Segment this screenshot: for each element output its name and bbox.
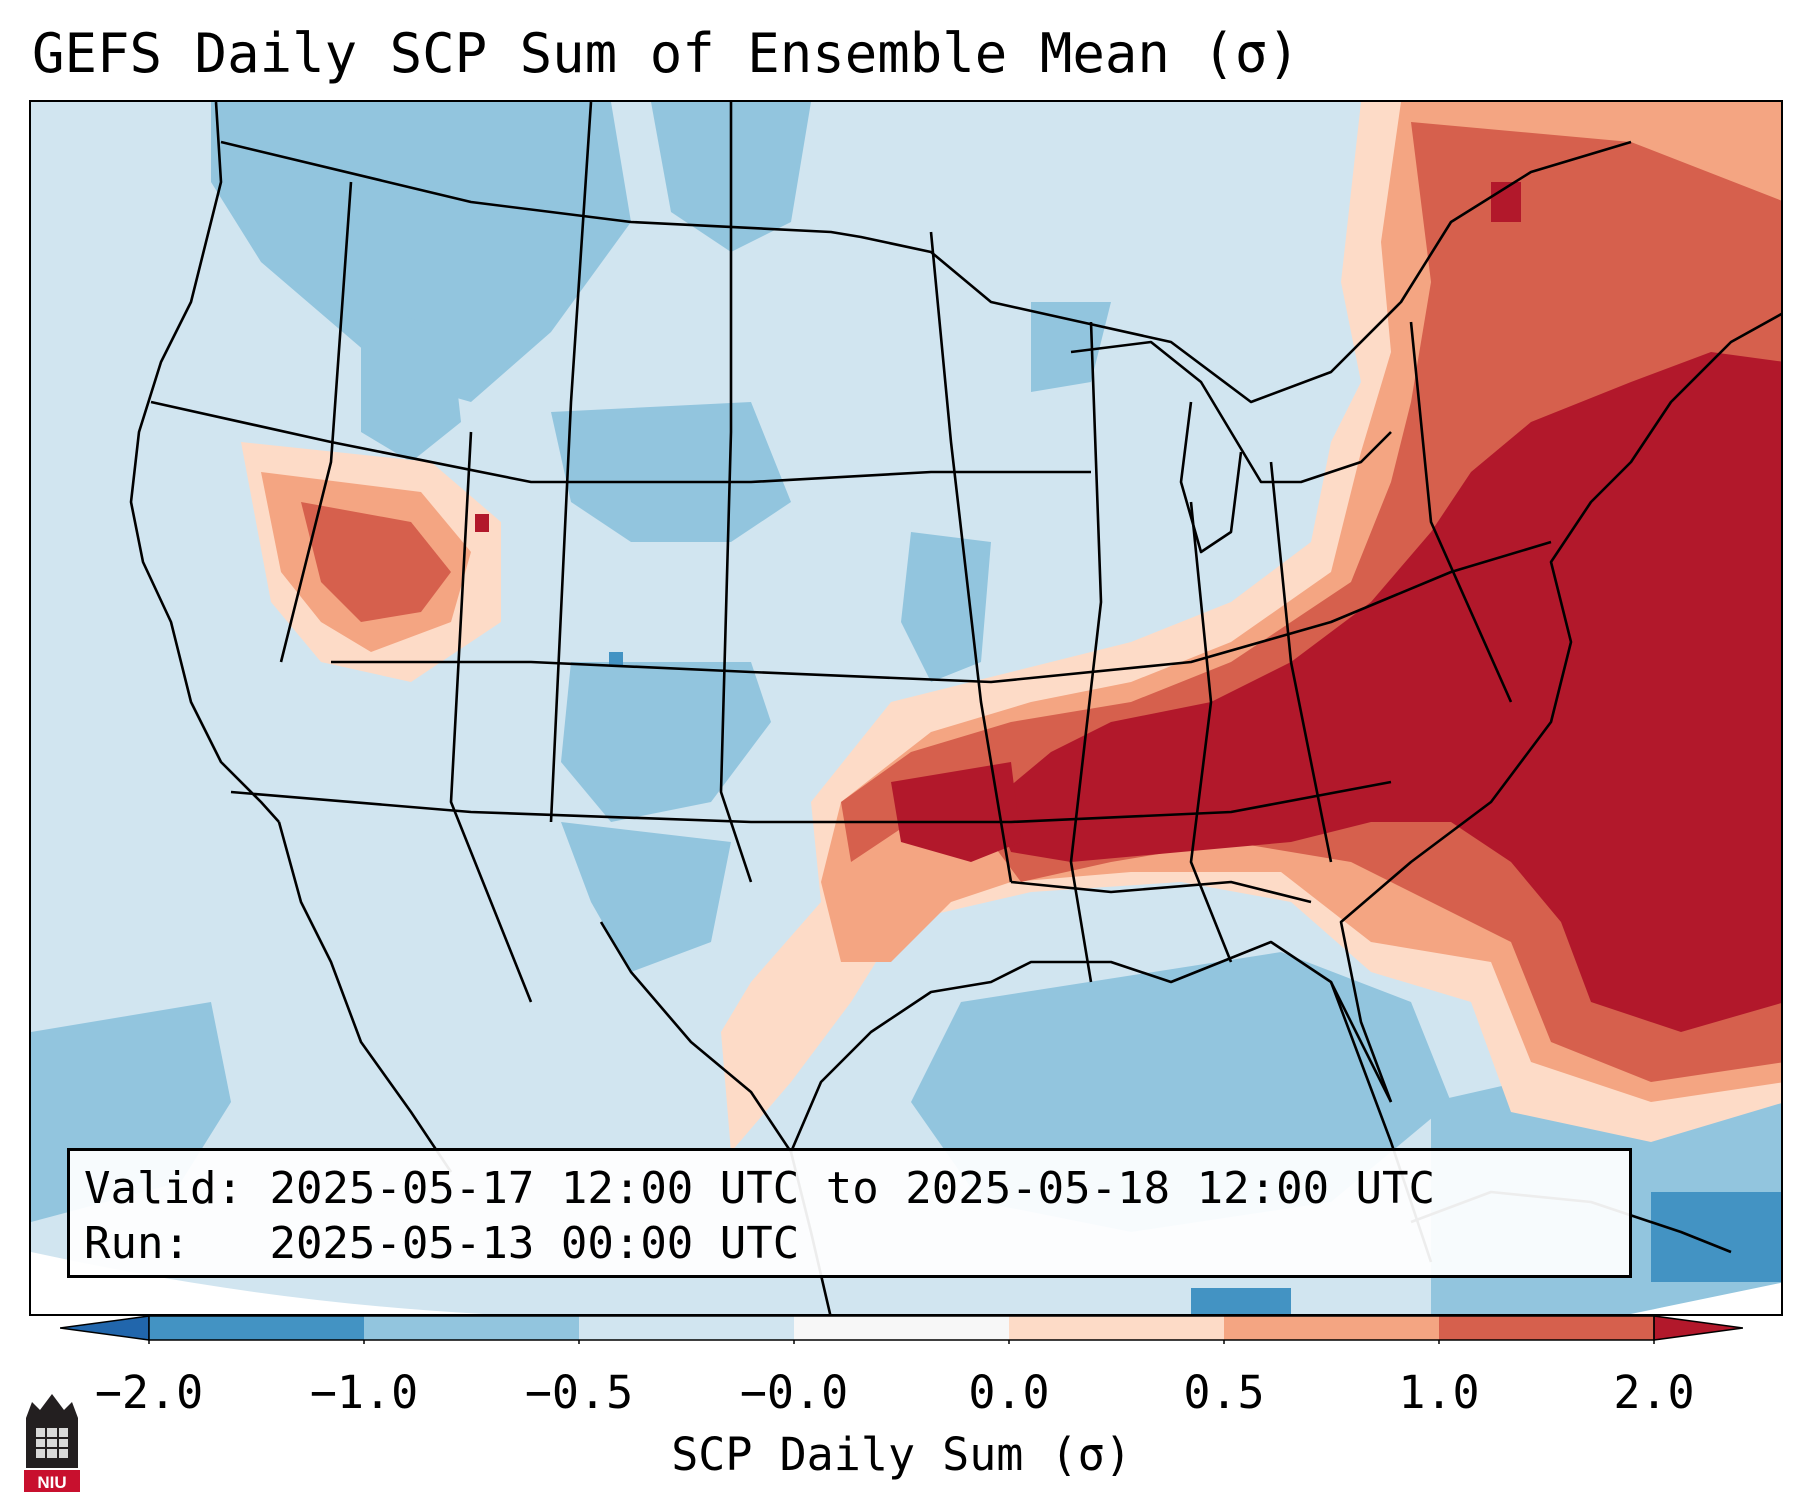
- colorbar-segment: [794, 1316, 1010, 1340]
- anomaly-cell: [1191, 1288, 1291, 1314]
- extreme-positive-layer: [475, 182, 1781, 1032]
- anomaly-region: [301, 502, 451, 622]
- map-svg: [31, 102, 1781, 1314]
- anomaly-region: [561, 822, 731, 972]
- chart-title: GEFS Daily SCP Sum of Ensemble Mean (σ): [32, 22, 1300, 85]
- projection-corner-right: [1630, 1254, 1781, 1314]
- university-seal-icon: [24, 1394, 80, 1492]
- colorbar-tick-label: −1.0: [309, 1366, 419, 1419]
- state-line: [279, 181, 353, 663]
- colorbar-segment: [1009, 1316, 1225, 1340]
- map-panel: [29, 100, 1783, 1316]
- colorbar-segment: [149, 1316, 365, 1340]
- run-label: Run:: [84, 1218, 190, 1269]
- lake-michigan-outline: [1179, 401, 1243, 554]
- logo-text: NIU: [37, 1473, 66, 1492]
- colorbar-segment: [1224, 1316, 1440, 1340]
- colorbar-ticks: [148, 1340, 1655, 1344]
- valid-label: Valid:: [84, 1163, 243, 1214]
- valid-run-info-box: Valid: 2025-05-17 12:00 UTC to 2025-05-1…: [67, 1148, 1632, 1278]
- colorbar-segments: [149, 1316, 1655, 1340]
- colorbar-tick-label: 2.0: [1613, 1366, 1695, 1419]
- anomaly-region: [551, 402, 791, 542]
- anomaly-region: [211, 102, 631, 402]
- colorbar-segment: [1439, 1316, 1655, 1340]
- strong-negative-layer: [609, 652, 1781, 1314]
- colorbar-segment: [364, 1316, 580, 1340]
- colorbar-label: SCP Daily Sum (σ): [671, 1428, 1132, 1481]
- valid-line: Valid: 2025-05-17 12:00 UTC to 2025-05-1…: [84, 1161, 1615, 1216]
- anomaly-region: [361, 302, 461, 462]
- state-line: [1010, 880, 1312, 904]
- state-line: [719, 102, 753, 883]
- state-line: [1189, 501, 1233, 963]
- anomaly-region: [561, 662, 771, 822]
- state-line: [230, 780, 1392, 824]
- colorbar-outline: [148, 1315, 1655, 1341]
- anomaly-cell: [475, 514, 489, 532]
- colorbar: [60, 1315, 1743, 1344]
- state-line: [1069, 321, 1103, 983]
- run-value: 2025-05-13 00:00 UTC: [269, 1218, 800, 1269]
- colorbar-tick-label: −2.0: [94, 1366, 204, 1419]
- run-line: Run: 2025-05-13 00:00 UTC: [84, 1216, 1615, 1271]
- state-line: [549, 102, 593, 823]
- colorbar-tick-label: −0.0: [739, 1366, 849, 1419]
- state-line: [150, 400, 1091, 484]
- state-line: [1269, 461, 1333, 863]
- baja-coastline: [277, 821, 453, 1173]
- anomaly-region: [991, 352, 1781, 1032]
- great-lakes-outline: [1070, 340, 1392, 484]
- state-line: [929, 231, 1013, 883]
- colorbar-under-extend: [60, 1315, 150, 1341]
- west-coastline: [129, 102, 280, 823]
- anomaly-region: [891, 762, 1021, 862]
- colorbar-over-extend: [1653, 1315, 1743, 1341]
- us-canada-border: [220, 140, 1632, 404]
- colorbar-tick-label: 1.0: [1398, 1366, 1480, 1419]
- colorbar-tick-label: −0.5: [524, 1366, 634, 1419]
- anomaly-cell: [1651, 1192, 1781, 1282]
- state-line: [331, 540, 1552, 684]
- anomaly-region: [901, 532, 991, 682]
- colorbar-tick-label: 0.5: [1183, 1366, 1265, 1419]
- projection-corner: [31, 1252, 484, 1314]
- anomaly-region: [1031, 302, 1111, 392]
- niu-logo: NIU: [24, 1394, 80, 1492]
- state-line: [449, 431, 533, 1003]
- anomaly-cell: [609, 652, 623, 666]
- valid-value: 2025-05-17 12:00 UTC to 2025-05-18 12:00…: [269, 1163, 1436, 1214]
- state-line: [1409, 321, 1513, 703]
- atlantic-coastline: [1339, 312, 1781, 1103]
- colorbar-tick-label: 0.0: [968, 1366, 1050, 1419]
- colorbar-segment: [579, 1316, 795, 1340]
